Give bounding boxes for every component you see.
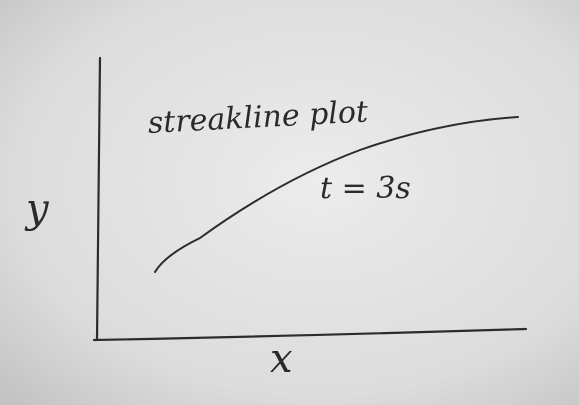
x-axis-label: x: [270, 336, 293, 382]
time-annotation: t = 3s: [320, 171, 411, 206]
page: streakline plot t = 3s y x (() => { cons…: [0, 0, 579, 405]
y-axis-label: y: [24, 186, 50, 232]
photo: streakline plot t = 3s y x: [0, 0, 579, 405]
